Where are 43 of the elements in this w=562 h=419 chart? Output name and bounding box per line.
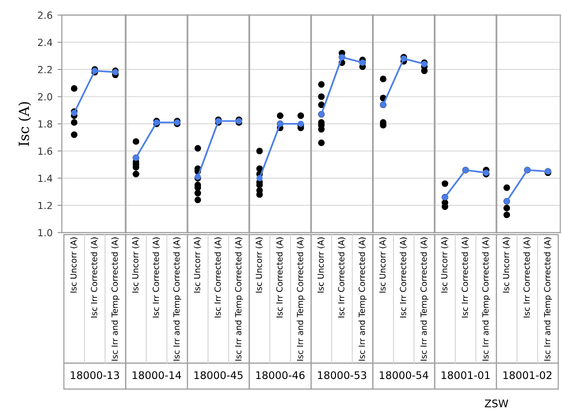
x-tick-label: Isc Irr Corrected (A): [338, 237, 346, 318]
x-tick-label: Isc Uncorr (A): [132, 237, 140, 293]
x-tick-label: Isc Irr Corrected (A): [276, 237, 284, 318]
y-tick-label: 2.0: [38, 93, 52, 100]
x-tick-label: Isc Irr Corrected (A): [400, 237, 408, 318]
x-tick-label: Isc Irr Corrected (A): [462, 237, 469, 318]
x-tick-label: Isc Irr Corrected (A): [152, 237, 160, 318]
x-tick-label: Isc Uncorr (A): [256, 237, 263, 293]
text: 18000-53: [318, 371, 366, 380]
text: 18000-54: [380, 371, 428, 380]
text: 18001-02: [503, 371, 552, 380]
x-tick-label: Isc Irr and Temp Corrected (A): [358, 237, 367, 361]
x-tick-label: Isc Irr and Temp Corrected (A): [420, 237, 428, 361]
x-tick-label: Isc Irr and Temp Corrected (A): [111, 237, 120, 361]
y-tick-label: 1.2: [38, 202, 52, 210]
y-tick-label: 1.6: [38, 147, 52, 155]
text: 18000-14: [132, 371, 182, 380]
text: 18000-13: [70, 371, 120, 380]
y-axis-title: Isc (A): [18, 102, 32, 146]
x-tick-label: Isc Uncorr (A): [317, 237, 325, 293]
x-tick-label: Isc Irr and Temp Corrected (A): [173, 237, 182, 361]
x-tick-label: Isc Irr and Temp Corrected (A): [544, 237, 552, 361]
x-tick-label: Isc Irr Corrected (A): [214, 237, 222, 318]
x-tick-label: Isc Uncorr (A): [502, 237, 510, 293]
x-tick-label: Isc Irr and Temp Corrected (A): [482, 237, 490, 361]
y-tick-label: 2.2: [38, 66, 52, 74]
y-tick-label: 2.6: [38, 12, 52, 19]
x-tick-label: Isc Irr and Temp Corrected (A): [234, 237, 244, 361]
text: 18000-45: [194, 371, 243, 380]
x-tick-label: Isc Irr Corrected (A): [523, 237, 531, 318]
x-tick-label: Isc Irr Corrected (A): [90, 237, 98, 318]
x-tick-label: Isc Uncorr (A): [440, 237, 448, 293]
x-tick-label: Isc Uncorr (A): [379, 237, 387, 293]
y-tick-label: 1.4: [38, 174, 52, 182]
x-tick-label: Isc Uncorr (A): [70, 237, 78, 293]
text: 18000-46: [256, 371, 305, 380]
y-tick-label: 2.4: [38, 38, 52, 46]
y-tick-label: 1.8: [38, 120, 52, 128]
text: 18001-01: [442, 371, 490, 380]
text: ZSW: [484, 399, 508, 408]
x-tick-label: Isc Irr and Temp Corrected (A): [296, 237, 305, 361]
x-tick-label: Isc Uncorr (A): [194, 237, 202, 293]
y-tick-label: 1.0: [38, 229, 52, 236]
